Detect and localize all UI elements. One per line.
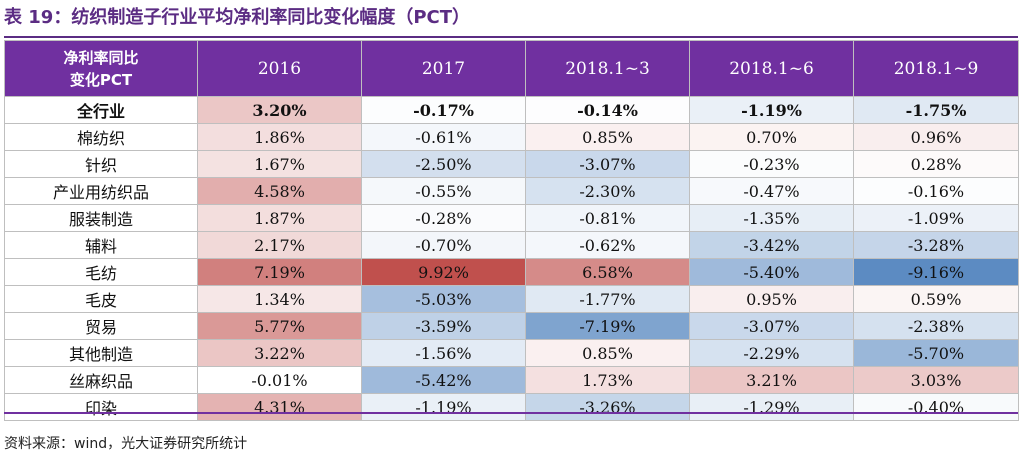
value-cell: 4.58% <box>197 177 362 205</box>
value-cell: 1.73% <box>525 366 690 394</box>
value-cell: -5.03% <box>361 285 526 313</box>
value-cell: -5.70% <box>853 339 1019 367</box>
value-cell: -0.17% <box>361 96 526 124</box>
value-cell: 1.87% <box>197 204 362 232</box>
value-cell: -1.29% <box>689 393 854 421</box>
row-label: 全行业 <box>4 96 198 124</box>
table-row: 其他制造 3.22% -1.56% 0.85% -2.29% -5.70% <box>4 339 1019 367</box>
value-cell: -0.47% <box>689 177 854 205</box>
value-cell: -1.19% <box>361 393 526 421</box>
value-cell: 7.19% <box>197 258 362 286</box>
row-label: 针织 <box>4 150 198 178</box>
table-title: 表 19：纺织制造子行业平均净利率同比变化幅度（PCT） <box>4 7 470 28</box>
corner-label-line2: 变化PCT <box>69 70 133 89</box>
value-cell: 3.22% <box>197 339 362 367</box>
value-cell: 2.17% <box>197 231 362 259</box>
value-cell: -5.40% <box>689 258 854 286</box>
column-header: 2018.1~9 <box>853 40 1019 97</box>
value-cell: 6.58% <box>525 258 690 286</box>
row-label: 其他制造 <box>4 339 198 367</box>
value-cell: 0.70% <box>689 123 854 151</box>
title-divider <box>4 36 1018 38</box>
value-cell: -0.61% <box>361 123 526 151</box>
value-cell: -5.42% <box>361 366 526 394</box>
value-cell: -3.26% <box>525 393 690 421</box>
value-cell: 3.21% <box>689 366 854 394</box>
row-label: 印染 <box>4 393 198 421</box>
value-cell: -3.42% <box>689 231 854 259</box>
value-cell: 1.34% <box>197 285 362 313</box>
value-cell: 1.86% <box>197 123 362 151</box>
row-label: 丝麻织品 <box>4 366 198 394</box>
table-row: 产业用纺织品 4.58% -0.55% -2.30% -0.47% -0.16% <box>4 177 1019 205</box>
value-cell: -2.50% <box>361 150 526 178</box>
value-cell: -0.40% <box>853 393 1019 421</box>
row-label: 服装制造 <box>4 204 198 232</box>
value-cell: -2.29% <box>689 339 854 367</box>
table-bottom-divider <box>4 412 1018 414</box>
row-label: 产业用纺织品 <box>4 177 198 205</box>
column-header: 2018.1~6 <box>689 40 854 97</box>
table-row: 辅料 2.17% -0.70% -0.62% -3.42% -3.28% <box>4 231 1019 259</box>
row-label: 贸易 <box>4 312 198 340</box>
table-row: 印染 4.31% -1.19% -3.26% -1.29% -0.40% <box>4 393 1019 421</box>
value-cell: 0.85% <box>525 339 690 367</box>
value-cell: -0.70% <box>361 231 526 259</box>
table-row: 棉纺织 1.86% -0.61% 0.85% 0.70% 0.96% <box>4 123 1019 151</box>
value-cell: 3.20% <box>197 96 362 124</box>
value-cell: -0.23% <box>689 150 854 178</box>
table-row: 毛纺 7.19% 9.92% 6.58% -5.40% -9.16% <box>4 258 1019 286</box>
column-header: 2017 <box>361 40 526 97</box>
value-cell: 4.31% <box>197 393 362 421</box>
net-margin-change-table: 净利率同比 变化PCT 2016 2017 2018.1~3 2018.1~6 … <box>4 40 1019 421</box>
value-cell: -1.75% <box>853 96 1019 124</box>
value-cell: -7.19% <box>525 312 690 340</box>
value-cell: -1.35% <box>689 204 854 232</box>
value-cell: -0.16% <box>853 177 1019 205</box>
value-cell: -1.19% <box>689 96 854 124</box>
corner-label-line1: 净利率同比 <box>63 48 139 67</box>
value-cell: 0.59% <box>853 285 1019 313</box>
source-note: 资料来源：wind，光大证券研究所统计 <box>4 436 248 452</box>
table-row: 贸易 5.77% -3.59% -7.19% -3.07% -2.38% <box>4 312 1019 340</box>
value-cell: -1.09% <box>853 204 1019 232</box>
value-cell: -1.77% <box>525 285 690 313</box>
row-label: 毛皮 <box>4 285 198 313</box>
value-cell: 1.67% <box>197 150 362 178</box>
value-cell: -1.56% <box>361 339 526 367</box>
table-row: 服装制造 1.87% -0.28% -0.81% -1.35% -1.09% <box>4 204 1019 232</box>
value-cell: -9.16% <box>853 258 1019 286</box>
value-cell: 9.92% <box>361 258 526 286</box>
table-row: 全行业 3.20% -0.17% -0.14% -1.19% -1.75% <box>4 96 1019 124</box>
row-label: 辅料 <box>4 231 198 259</box>
value-cell: -0.81% <box>525 204 690 232</box>
table-row: 毛皮 1.34% -5.03% -1.77% 0.95% 0.59% <box>4 285 1019 313</box>
table-row: 丝麻织品 -0.01% -5.42% 1.73% 3.21% 3.03% <box>4 366 1019 394</box>
value-cell: -3.59% <box>361 312 526 340</box>
table-body: 全行业 3.20% -0.17% -0.14% -1.19% -1.75% 棉纺织 1.86%… <box>4 96 1019 421</box>
value-cell: -0.14% <box>525 96 690 124</box>
row-label: 棉纺织 <box>4 123 198 151</box>
value-cell: 0.95% <box>689 285 854 313</box>
value-cell: 0.96% <box>853 123 1019 151</box>
table-row: 针织 1.67% -2.50% -3.07% -0.23% 0.28% <box>4 150 1019 178</box>
row-label: 毛纺 <box>4 258 198 286</box>
column-header: 2018.1~3 <box>525 40 690 97</box>
value-cell: -2.30% <box>525 177 690 205</box>
value-cell: 0.28% <box>853 150 1019 178</box>
table-header-row: 净利率同比 变化PCT 2016 2017 2018.1~3 2018.1~6 … <box>4 40 1019 97</box>
value-cell: -0.55% <box>361 177 526 205</box>
value-cell: -3.28% <box>853 231 1019 259</box>
value-cell: 5.77% <box>197 312 362 340</box>
value-cell: 3.03% <box>853 366 1019 394</box>
value-cell: -0.28% <box>361 204 526 232</box>
value-cell: -0.62% <box>525 231 690 259</box>
value-cell: -3.07% <box>689 312 854 340</box>
value-cell: 0.85% <box>525 123 690 151</box>
header-corner-cell: 净利率同比 变化PCT <box>4 40 198 97</box>
value-cell: -0.01% <box>197 366 362 394</box>
value-cell: -3.07% <box>525 150 690 178</box>
value-cell: -2.38% <box>853 312 1019 340</box>
column-header: 2016 <box>197 40 362 97</box>
